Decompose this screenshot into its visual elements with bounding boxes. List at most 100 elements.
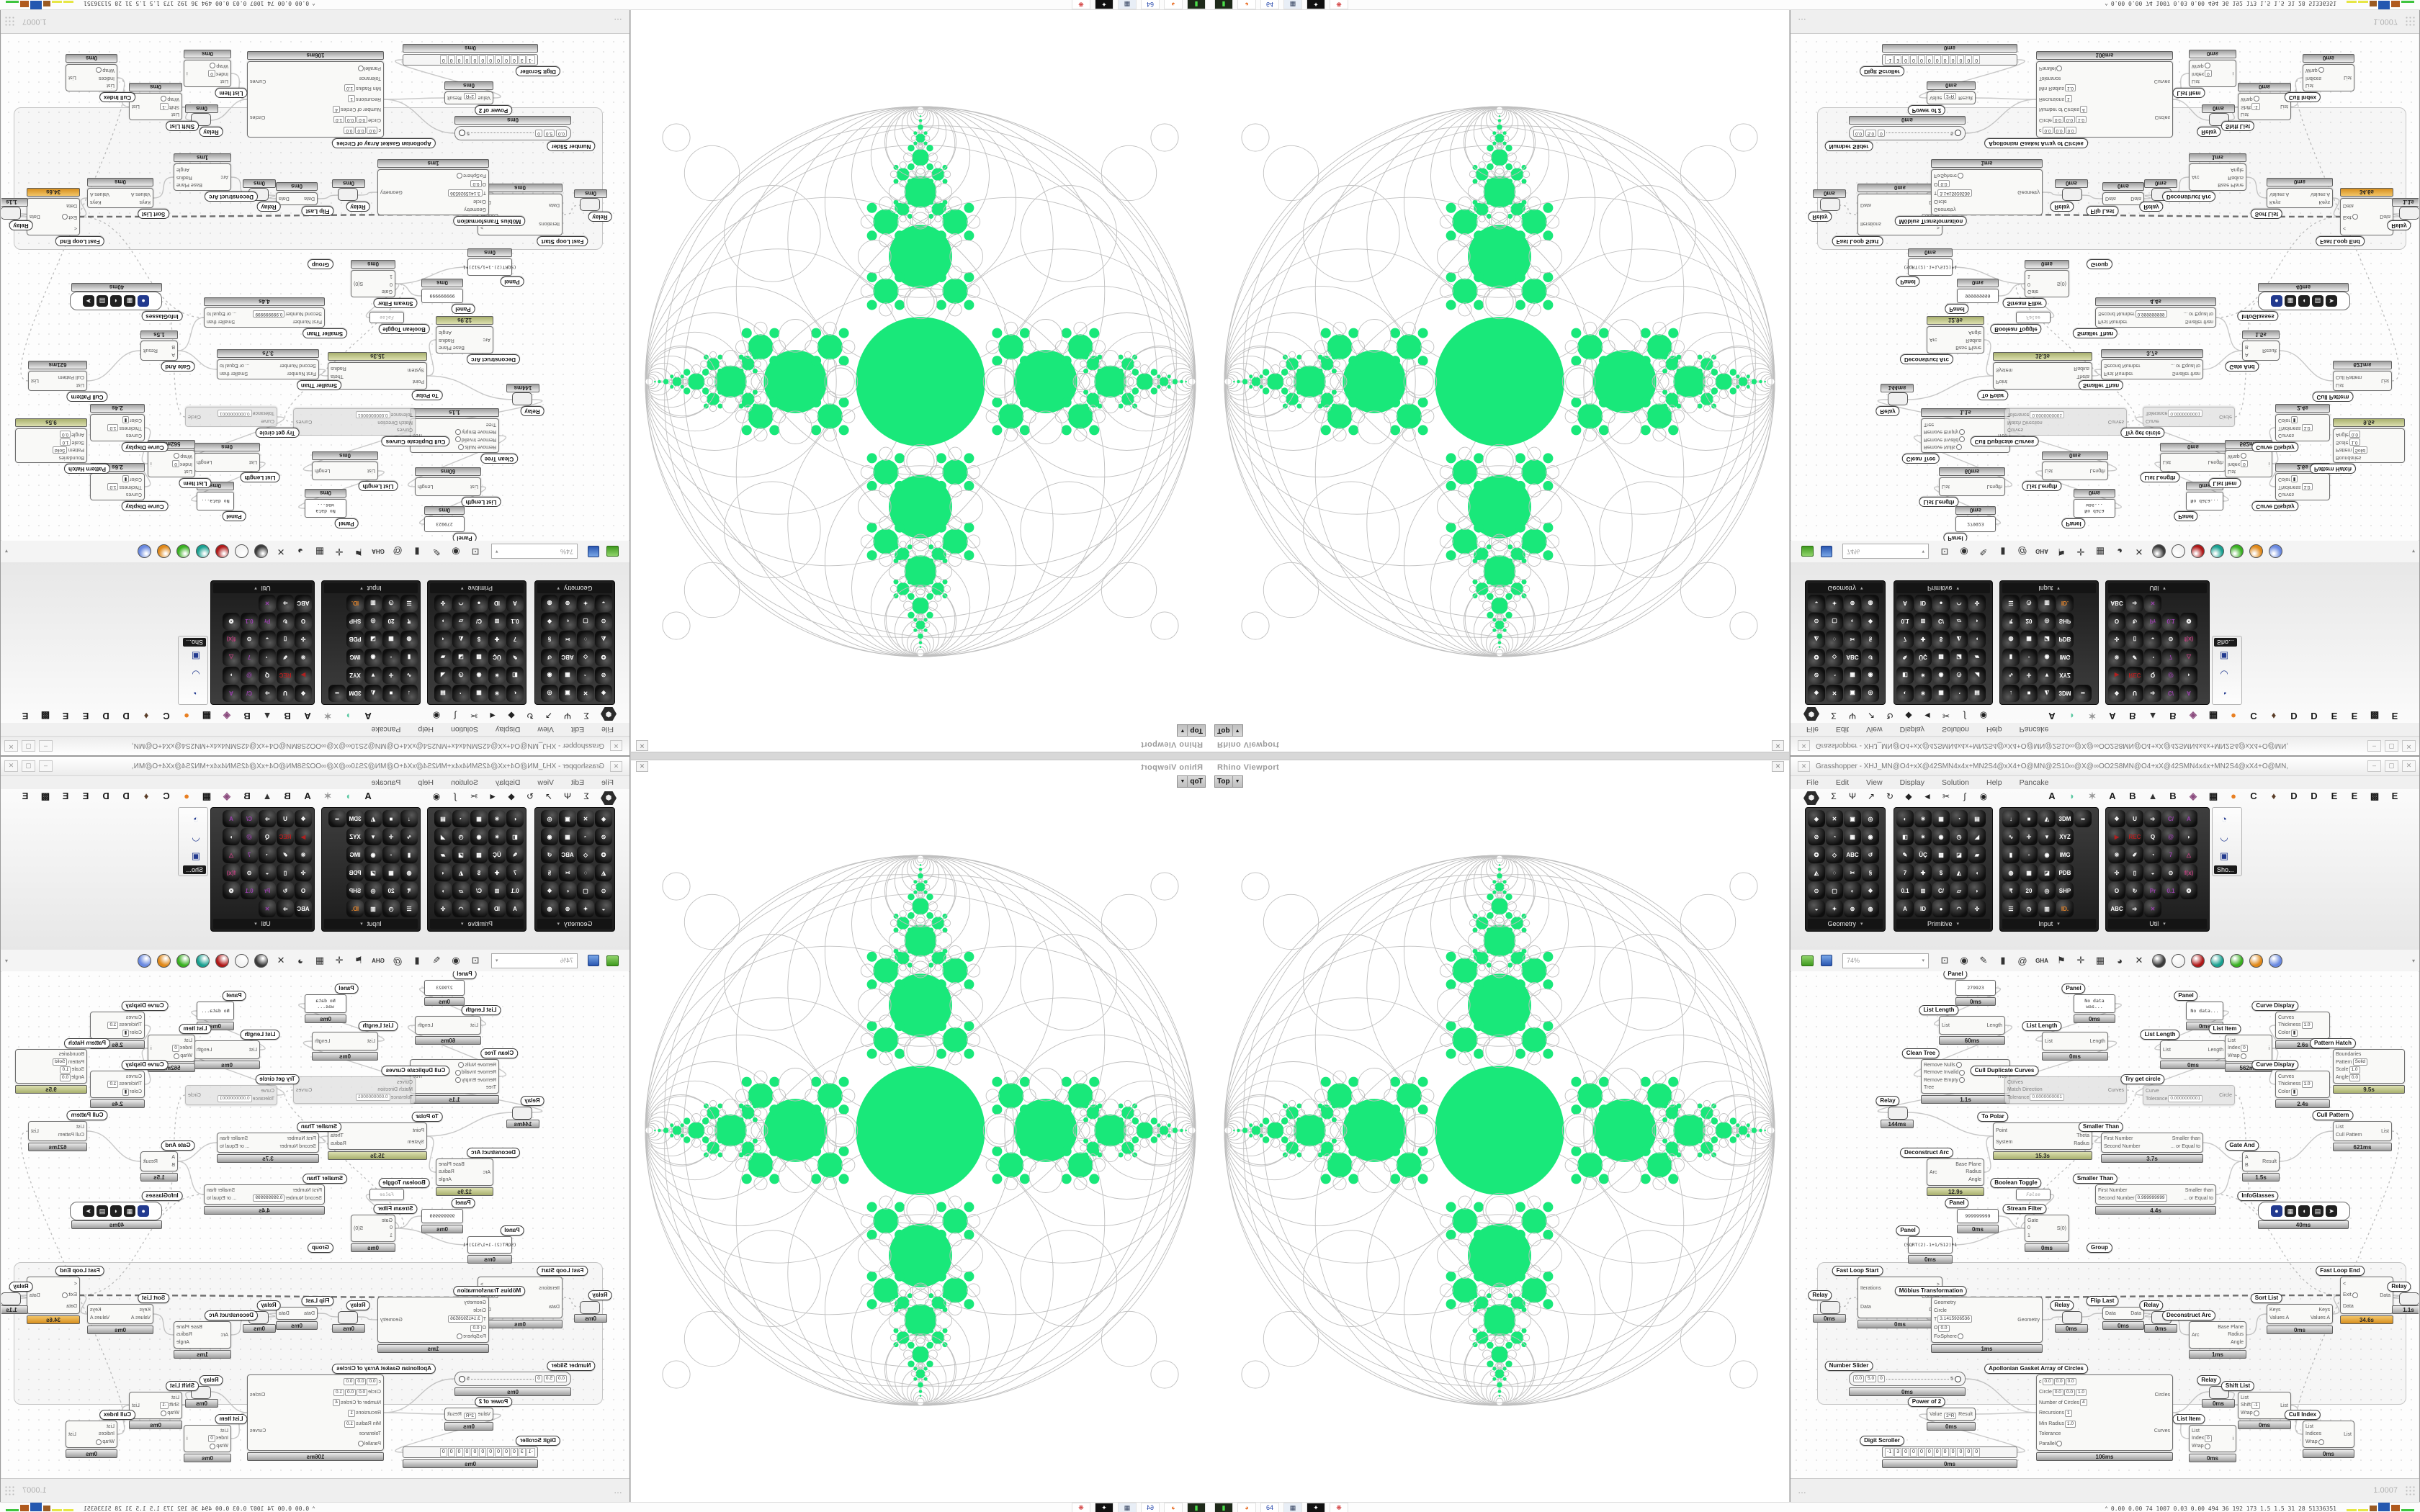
param-value[interactable]: -1 — [2251, 103, 2260, 111]
param-value[interactable]: 1 — [348, 1409, 355, 1417]
node-body[interactable]: List Index 0 Wrap i — [184, 1425, 231, 1452]
component-icon[interactable]: ID — [488, 595, 506, 612]
component-icon[interactable]: ▢ — [577, 882, 594, 899]
param-value[interactable]: 0.0 — [2349, 1074, 2360, 1081]
plugin-tab[interactable]: D — [102, 791, 109, 801]
digit-cell[interactable]: 0 — [1917, 55, 1925, 64]
component-icon[interactable]: ◒ — [1808, 900, 1825, 917]
preview-mesh-icon[interactable]: ▮ — [2000, 955, 2006, 966]
component-icon[interactable]: ❖ — [1862, 882, 1879, 899]
digit-cell[interactable]: 0 — [503, 55, 510, 64]
node-body[interactable]: Remove Nulls Remove Invalid Remove Empty Tr… — [410, 418, 499, 453]
component-icon[interactable]: ✕ — [577, 810, 594, 827]
component-icon[interactable]: ⊝ — [241, 631, 258, 648]
param-value[interactable]: ▮ — [122, 475, 130, 483]
component-icon[interactable]: ▮ — [400, 846, 418, 863]
param-value[interactable]: 0.0 — [344, 1378, 355, 1386]
component-icon[interactable]: § — [541, 631, 558, 648]
component-icon[interactable]: 3DM — [2056, 685, 2074, 702]
palette-tab-icon[interactable]: ✂ — [470, 711, 478, 721]
floppy-64-icon[interactable]: 64 — [1141, 0, 1160, 10]
palette-tab-icon[interactable]: ◆ — [1905, 711, 1912, 721]
node-body[interactable]: A B Result — [140, 341, 178, 361]
param-value[interactable]: 1.0 — [107, 483, 119, 491]
plugin-tab[interactable]: E — [2351, 791, 2358, 801]
digit-cell[interactable]: 0 — [471, 55, 479, 64]
component-icon[interactable]: f(x) — [223, 864, 240, 881]
component-icon[interactable]: ☰ — [400, 595, 418, 612]
component-icon[interactable]: ❊ — [2108, 649, 2125, 666]
component-icon[interactable]: f(x) — [2180, 631, 2197, 648]
digit-cell[interactable]: 0 — [479, 1448, 487, 1457]
component-icon[interactable]: ✣ — [434, 900, 452, 917]
gha-icon[interactable]: GHA — [372, 957, 385, 964]
component-icon[interactable]: ➩ — [277, 595, 294, 612]
component-icon[interactable]: ▣ — [191, 850, 201, 861]
node-body[interactable]: PointSystemPhiThetaRadius — [328, 1122, 427, 1150]
display-sphere-icon[interactable] — [2228, 953, 2244, 968]
component-icon[interactable]: PDB — [346, 864, 364, 881]
chevron-down-icon[interactable]: ▾ — [1860, 922, 1863, 927]
param-value[interactable]: 0.0 — [1938, 1324, 1950, 1332]
digit-cell[interactable]: 0 — [1902, 55, 1910, 64]
panel-value[interactable]: 279923 — [424, 980, 465, 996]
component-icon[interactable]: ₹ — [2002, 613, 2020, 630]
component-icon[interactable]: 7 — [506, 864, 524, 881]
component-icon[interactable]: REC — [277, 828, 294, 845]
node-body[interactable]: List Length — [194, 453, 260, 472]
toolbar-scroll-icon[interactable]: ▾ — [5, 957, 9, 964]
component-icon[interactable]: ⊝ — [2162, 631, 2179, 648]
component-icon[interactable]: A — [506, 900, 524, 917]
find-icon[interactable]: ✛ — [2076, 955, 2085, 966]
component-icon[interactable]: @ — [241, 828, 258, 845]
component-icon[interactable]: ▼ — [2038, 667, 2056, 684]
component-icon[interactable]: ID. — [346, 595, 364, 612]
component-icon[interactable]: ✣ — [1968, 900, 1986, 917]
component-icon[interactable]: ◔ — [1950, 685, 1968, 702]
component-icon[interactable]: 20 — [2020, 882, 2038, 899]
component-icon[interactable]: ✂ — [559, 631, 576, 648]
component-icon[interactable]: ● — [1932, 595, 1950, 612]
component-icon[interactable]: ◒ — [259, 631, 276, 648]
find-icon[interactable]: ✛ — [335, 546, 344, 557]
component-icon[interactable]: ◖ — [434, 864, 452, 881]
param-value[interactable]: 0.0 — [2063, 116, 2075, 124]
component-icon[interactable]: C/ — [2162, 685, 2179, 702]
node-body[interactable]: First Number Second Number Smaller than...… — [217, 1133, 319, 1153]
maximize-button[interactable]: ▢ — [2385, 760, 2398, 772]
component-icon[interactable]: ◇ — [1826, 846, 1843, 863]
digit-cell[interactable]: 0 — [1973, 55, 1981, 64]
radio-icon[interactable] — [62, 214, 68, 220]
component-icon[interactable]: ◐ — [1844, 613, 1861, 630]
panel-value[interactable]: No data... — [2186, 492, 2223, 510]
component-icon[interactable]: ❊ — [295, 649, 312, 666]
glasses-icon[interactable]: ◖ — [110, 1205, 122, 1217]
category-label-bar[interactable]: Geometry ▾ — [1808, 583, 1883, 593]
plugin-tab[interactable]: ◈ — [223, 711, 230, 721]
node-body[interactable]: < Exit Data Data — [27, 1277, 80, 1314]
node-body[interactable]: List Index 0 Wrap i — [2225, 450, 2272, 477]
slider-setting[interactable]: 5.0 — [1865, 130, 1877, 137]
component-icon[interactable]: ▩ — [1932, 846, 1950, 863]
component-icon[interactable]: ID — [1914, 595, 1932, 612]
category-label-bar[interactable]: Primitive ▾ — [430, 919, 524, 929]
display-sphere-icon[interactable] — [2267, 544, 2283, 559]
plugin-tab[interactable]: ▩ — [40, 711, 50, 721]
digit-scroller-body[interactable]: -1 3 0 0 0 0 0 0 0 0 0 0 — [403, 1446, 538, 1458]
component-icon[interactable]: ❖ — [295, 685, 312, 702]
component-icon[interactable]: ◗ — [1968, 882, 1986, 899]
component-icon[interactable]: ◗ — [223, 667, 240, 684]
node-body[interactable]: List Length — [2160, 453, 2226, 472]
plugin-tab[interactable]: ▲ — [262, 711, 272, 721]
publish-icon[interactable]: @ — [2017, 955, 2027, 966]
save-file-icon[interactable] — [1819, 953, 1834, 968]
palette-tab-icon[interactable]: ✂ — [470, 791, 478, 801]
param-value[interactable]: -1 — [160, 103, 169, 111]
bug-icon[interactable]: ❋ — [1330, 0, 1348, 10]
toolbar-scroll-icon[interactable]: ▾ — [2411, 957, 2415, 964]
glasses-icon[interactable]: ● — [2271, 1205, 2282, 1217]
preview-mesh-icon[interactable]: ▮ — [2000, 546, 2006, 557]
component-icon[interactable]: ▯ — [2126, 864, 2143, 881]
digit-cell[interactable]: 0 — [455, 55, 463, 64]
digit-cell[interactable]: 0 — [463, 55, 471, 64]
